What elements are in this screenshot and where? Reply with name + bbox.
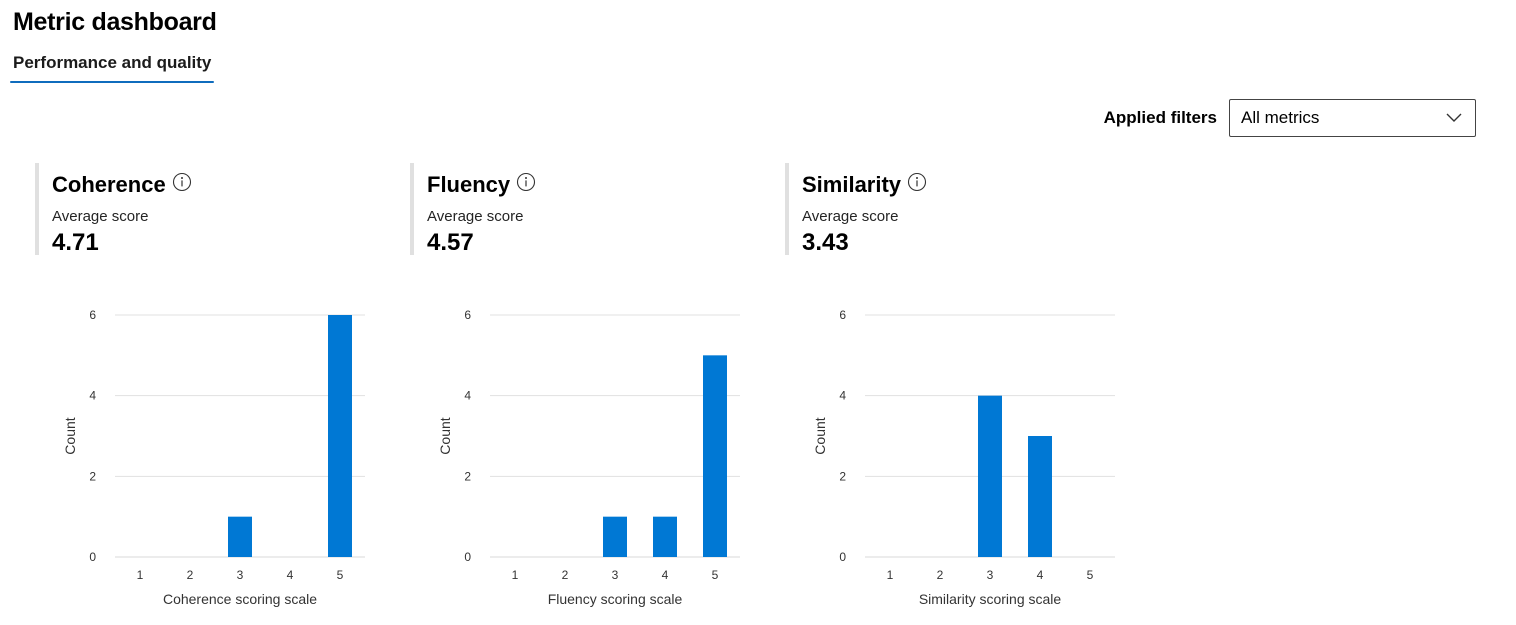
y-tick-label: 4 bbox=[464, 389, 471, 403]
metric-name: Fluency bbox=[427, 172, 511, 197]
x-tick-label: 5 bbox=[337, 568, 344, 582]
x-tick-label: 3 bbox=[237, 568, 244, 582]
similarity-histogram: 0 2 4 6 1 2 3 4 5 Similarity scoring scale Count bbox=[800, 290, 1160, 620]
metrics-filter-dropdown[interactable]: All metrics bbox=[1229, 99, 1476, 137]
y-tick-label: 2 bbox=[464, 469, 471, 483]
similarity-histogram-svg: 0 2 4 6 1 2 3 4 5 Similarity scoring scale Count bbox=[812, 308, 1115, 607]
average-score-label: Average score bbox=[427, 208, 524, 225]
coherence-histogram-svg: 0 2 4 6 1 2 3 4 5 Coherence scoring scale Count bbox=[62, 308, 365, 607]
histogram-bar bbox=[603, 516, 627, 557]
x-tick-label: 2 bbox=[937, 568, 944, 582]
coherence-histogram: 0 2 4 6 1 2 3 4 5 Coherence scoring scale Count bbox=[50, 290, 410, 620]
chevron-down-icon bbox=[1445, 109, 1463, 127]
y-tick-label: 0 bbox=[839, 550, 846, 564]
x-tick-label: 5 bbox=[1087, 568, 1094, 582]
y-axis-title: Count bbox=[812, 417, 828, 454]
histogram-bar bbox=[978, 395, 1002, 557]
fluency-histogram-svg: 0 2 4 6 1 2 3 4 5 Fluency scoring scale Count bbox=[437, 308, 740, 607]
histogram-bar bbox=[1028, 436, 1052, 557]
applied-filters-label: Applied filters bbox=[1103, 108, 1217, 127]
applied-filters: Applied filters All metrics bbox=[1104, 99, 1476, 137]
average-score-value: 4.57 bbox=[427, 229, 474, 256]
info-icon[interactable] bbox=[516, 172, 536, 192]
tab-label: Performance and quality bbox=[13, 53, 212, 72]
average-score-label: Average score bbox=[52, 208, 149, 225]
x-axis-title: Coherence scoring scale bbox=[163, 591, 317, 607]
x-tick-label: 4 bbox=[662, 568, 669, 582]
histogram-bar bbox=[653, 516, 677, 557]
x-tick-label: 4 bbox=[1037, 568, 1044, 582]
x-tick-label: 4 bbox=[287, 568, 294, 582]
info-icon[interactable] bbox=[907, 172, 927, 192]
x-tick-label: 3 bbox=[612, 568, 619, 582]
average-score-label: Average score bbox=[802, 208, 899, 225]
x-tick-label: 3 bbox=[987, 568, 994, 582]
average-score-value: 3.43 bbox=[802, 229, 849, 256]
y-axis-title: Count bbox=[62, 417, 78, 454]
metrics-filter-value: All metrics bbox=[1241, 108, 1320, 127]
y-tick-label: 0 bbox=[89, 550, 96, 564]
info-icon[interactable] bbox=[172, 172, 192, 192]
card-accent-bar bbox=[785, 163, 789, 255]
metric-name: Coherence bbox=[52, 172, 166, 197]
x-tick-label: 1 bbox=[137, 568, 144, 582]
y-tick-label: 6 bbox=[464, 308, 471, 322]
page-title: Metric dashboard bbox=[13, 8, 217, 36]
histogram-bar bbox=[328, 315, 352, 557]
average-score-value: 4.71 bbox=[52, 229, 99, 256]
y-tick-label: 4 bbox=[89, 389, 96, 403]
y-tick-label: 2 bbox=[839, 469, 846, 483]
y-tick-label: 4 bbox=[839, 389, 846, 403]
tab-performance-and-quality[interactable]: Performance and quality bbox=[10, 53, 215, 83]
tab-selected-indicator bbox=[10, 81, 215, 83]
x-tick-label: 2 bbox=[187, 568, 194, 582]
card-accent-bar bbox=[35, 163, 39, 255]
x-axis-title: Fluency scoring scale bbox=[548, 591, 683, 607]
fluency-histogram: 0 2 4 6 1 2 3 4 5 Fluency scoring scale Count bbox=[425, 290, 785, 620]
x-tick-label: 1 bbox=[887, 568, 894, 582]
y-tick-label: 0 bbox=[464, 550, 471, 564]
histogram-bar bbox=[703, 355, 727, 557]
y-tick-label: 6 bbox=[89, 308, 96, 322]
y-tick-label: 6 bbox=[839, 308, 846, 322]
y-tick-label: 2 bbox=[89, 469, 96, 483]
x-tick-label: 2 bbox=[562, 568, 569, 582]
histogram-bar bbox=[228, 516, 252, 557]
x-tick-label: 5 bbox=[712, 568, 719, 582]
metric-name: Similarity bbox=[802, 172, 902, 197]
x-tick-label: 1 bbox=[512, 568, 519, 582]
y-axis-title: Count bbox=[437, 417, 453, 454]
x-axis-title: Similarity scoring scale bbox=[919, 591, 1062, 607]
card-accent-bar bbox=[410, 163, 414, 255]
